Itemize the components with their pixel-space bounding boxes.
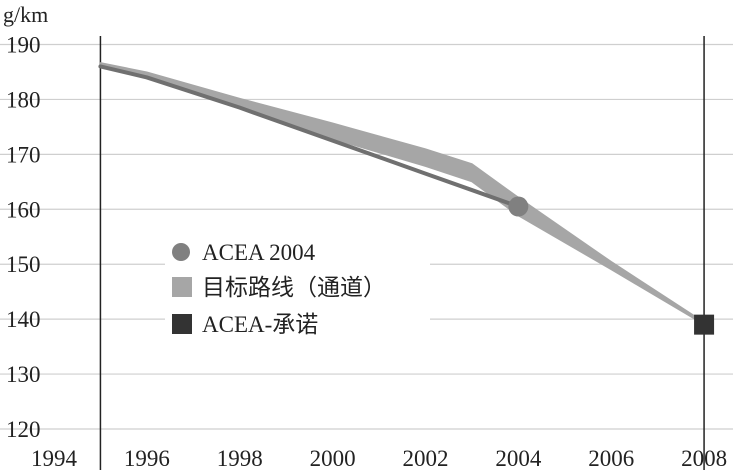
y-axis-unit-label: g/km [3,2,48,27]
y-tick-label: 120 [6,417,41,442]
y-tick-label: 180 [6,87,41,112]
legend-label: ACEA-承诺 [202,312,318,337]
legend-square-marker [172,277,192,297]
x-tick-label: 2008 [681,446,727,470]
y-tick-label: 130 [6,362,41,387]
legend-background [165,236,430,344]
legend: ACEA 2004 目标路线（通道） ACEA-承诺 [165,236,430,344]
y-tick-label: 170 [6,142,41,167]
y-tick-label: 190 [6,32,41,57]
legend-label: 目标路线（通道） [202,275,386,300]
series-layer [98,62,715,335]
legend-square-marker [172,314,192,334]
x-tick-label: 2006 [588,446,634,470]
y-axis-ticks: 120 130 140 150 160 170 180 190 [6,32,41,442]
x-tick-label: 1996 [124,446,170,470]
reference-lines [99,36,705,470]
x-tick-label: 1994 [31,446,78,470]
legend-circle-marker [172,243,190,261]
y-tick-label: 150 [6,252,41,277]
y-tick-label: 140 [6,307,41,332]
y-tick-label: 160 [6,197,41,222]
acea-2004-line [98,64,521,209]
x-tick-label: 1998 [217,446,263,470]
acea-2004-marker [508,196,529,217]
x-tick-label: 2004 [495,446,542,470]
x-tick-label: 2002 [402,446,448,470]
legend-label: ACEA 2004 [202,240,316,265]
x-tick-label: 2000 [310,446,356,470]
acea-commitment-marker [694,314,715,335]
x-axis-ticks: 1994 1996 1998 2000 2002 2004 2006 2008 [31,446,727,470]
